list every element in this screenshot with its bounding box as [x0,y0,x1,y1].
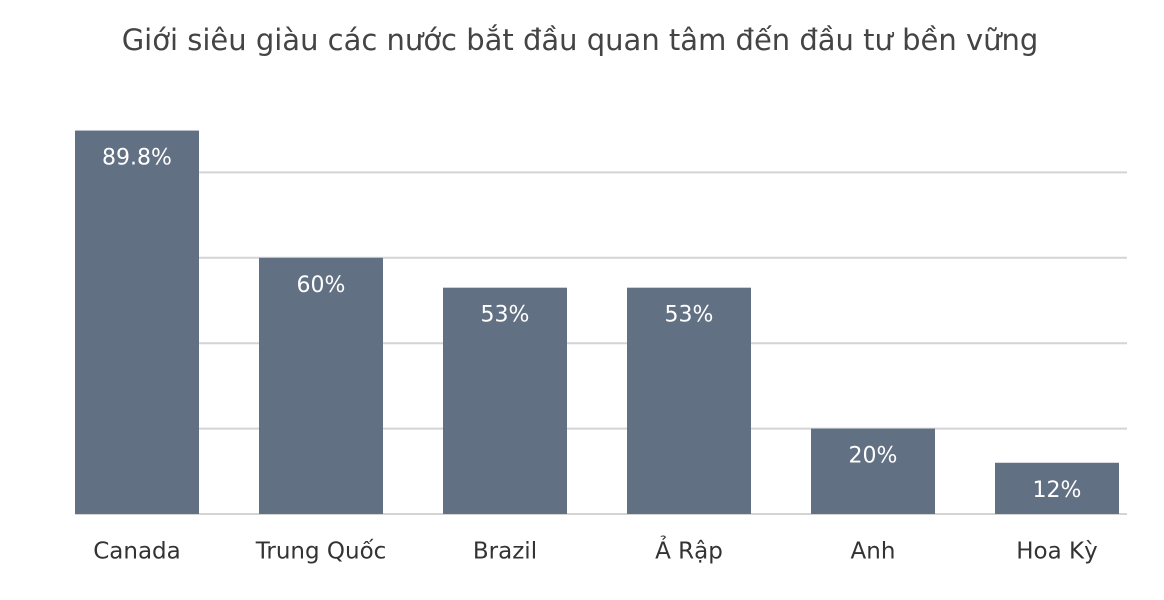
bar [627,287,751,514]
x-tick-label: Hoa Kỳ [1016,539,1097,565]
value-label: 20% [849,444,898,469]
bar [75,130,199,514]
bar [811,428,935,514]
x-tick-label: Anh [851,539,896,565]
x-tick-label: Trung Quốc [255,539,387,565]
chart-title: Giới siêu giàu các nước bắt đầu quan tâm… [122,23,1039,57]
value-label: 89.8% [102,146,172,171]
x-tick-label: Canada [93,539,181,565]
value-label: 53% [665,303,714,328]
bar [443,287,567,514]
bar [995,462,1119,514]
value-label: 60% [297,273,346,298]
bar [259,257,383,514]
x-tick-label: Brazil [473,539,537,565]
value-label: 12% [1033,478,1082,503]
value-label: 53% [481,303,530,328]
x-tick-label: Ả Rập [655,536,723,565]
